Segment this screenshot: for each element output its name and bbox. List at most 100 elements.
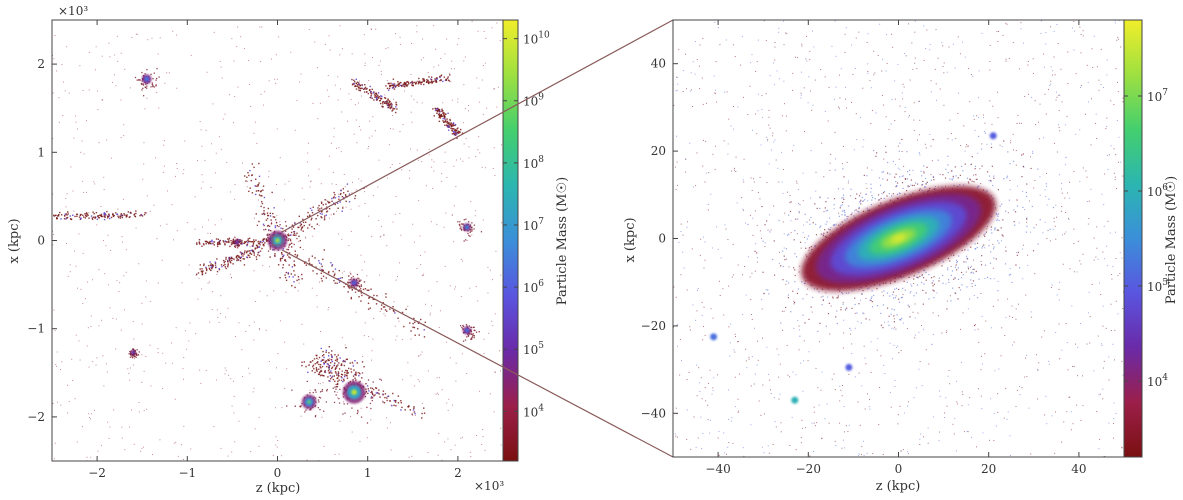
background-particle	[984, 123, 985, 124]
background-particle	[255, 122, 256, 123]
filament-particle	[395, 112, 396, 113]
filament-particle	[247, 250, 248, 251]
background-particle	[275, 436, 276, 437]
background-particle	[743, 210, 744, 211]
clump-halo-particle	[350, 287, 351, 288]
y-tick-label: 1	[37, 145, 45, 159]
halo-particle	[990, 263, 991, 264]
filament-particle	[287, 254, 288, 255]
background-particle	[380, 61, 381, 62]
background-particle	[399, 163, 400, 164]
background-particle	[944, 62, 945, 63]
background-particle	[760, 415, 761, 416]
clump-halo-particle	[373, 381, 374, 382]
background-particle	[176, 88, 177, 89]
halo-particle	[879, 177, 880, 178]
background-particle	[797, 320, 798, 321]
background-particle	[835, 445, 836, 446]
background-particle	[124, 69, 125, 70]
background-particle	[1107, 155, 1108, 156]
background-particle	[1038, 370, 1039, 371]
background-particle	[971, 74, 972, 75]
background-particle	[307, 153, 308, 154]
filament-particle	[316, 367, 317, 368]
background-particle	[779, 252, 780, 253]
background-particle	[971, 437, 972, 438]
background-particle	[842, 395, 843, 396]
background-particle	[387, 178, 388, 179]
background-particle	[680, 231, 681, 232]
background-particle	[410, 149, 411, 150]
background-particle	[407, 362, 408, 363]
filament-particle	[246, 241, 247, 242]
background-particle	[829, 170, 830, 171]
clump-halo-particle	[338, 398, 339, 399]
background-particle	[1066, 323, 1067, 324]
background-particle	[676, 408, 677, 409]
background-particle	[702, 38, 703, 39]
halo-particle	[911, 179, 912, 180]
background-particle	[375, 29, 376, 30]
filament-particle	[285, 277, 286, 278]
background-particle	[942, 66, 943, 67]
background-particle	[697, 395, 698, 396]
clump-halo-particle	[470, 232, 471, 233]
background-particle	[126, 249, 127, 250]
background-particle	[760, 230, 761, 231]
background-particle	[910, 291, 911, 292]
filament-particle	[360, 300, 361, 301]
filament-particle	[247, 242, 248, 243]
filament-particle	[384, 97, 385, 98]
filament-particle	[249, 257, 250, 258]
background-particle	[253, 270, 254, 271]
background-particle	[219, 322, 220, 323]
background-particle	[1101, 343, 1102, 344]
filament-particle	[95, 216, 96, 217]
background-particle	[785, 284, 786, 285]
clump-halo-particle	[473, 327, 474, 328]
filament-particle	[372, 393, 373, 394]
background-particle	[894, 80, 895, 81]
background-particle	[851, 353, 852, 354]
background-particle	[237, 87, 238, 88]
filament-particle	[56, 218, 57, 219]
background-particle	[494, 411, 495, 412]
filament-particle	[397, 81, 398, 82]
background-particle	[320, 103, 321, 104]
background-particle	[367, 437, 368, 438]
clump-halo-particle	[155, 84, 156, 85]
background-particle	[463, 84, 464, 85]
background-particle	[77, 128, 78, 129]
clump-halo-particle	[283, 256, 284, 257]
background-particle	[1093, 370, 1094, 371]
filament-particle	[394, 400, 395, 401]
background-particle	[1115, 258, 1116, 259]
background-particle	[56, 366, 57, 367]
background-particle	[344, 271, 345, 272]
halo-particle	[883, 304, 884, 305]
background-particle	[834, 208, 835, 209]
filament-particle	[442, 110, 443, 111]
filament-particle	[321, 278, 322, 279]
filament-particle	[439, 110, 440, 111]
background-particle	[767, 139, 768, 140]
background-particle	[418, 200, 419, 201]
halo-particle	[951, 275, 952, 276]
background-particle	[716, 61, 717, 62]
background-particle	[904, 53, 905, 54]
background-particle	[687, 289, 688, 290]
background-particle	[327, 90, 328, 91]
background-particle	[230, 378, 231, 379]
filament-particle	[339, 357, 340, 358]
background-particle	[763, 452, 764, 453]
background-particle	[858, 455, 859, 456]
filament-particle	[294, 233, 295, 234]
background-particle	[783, 169, 784, 170]
background-particle	[974, 119, 975, 120]
background-particle	[736, 157, 737, 158]
background-particle	[897, 64, 898, 65]
clump-halo-particle	[268, 230, 269, 231]
background-particle	[968, 68, 969, 69]
filament-particle	[450, 120, 451, 121]
filament-particle	[438, 109, 439, 110]
